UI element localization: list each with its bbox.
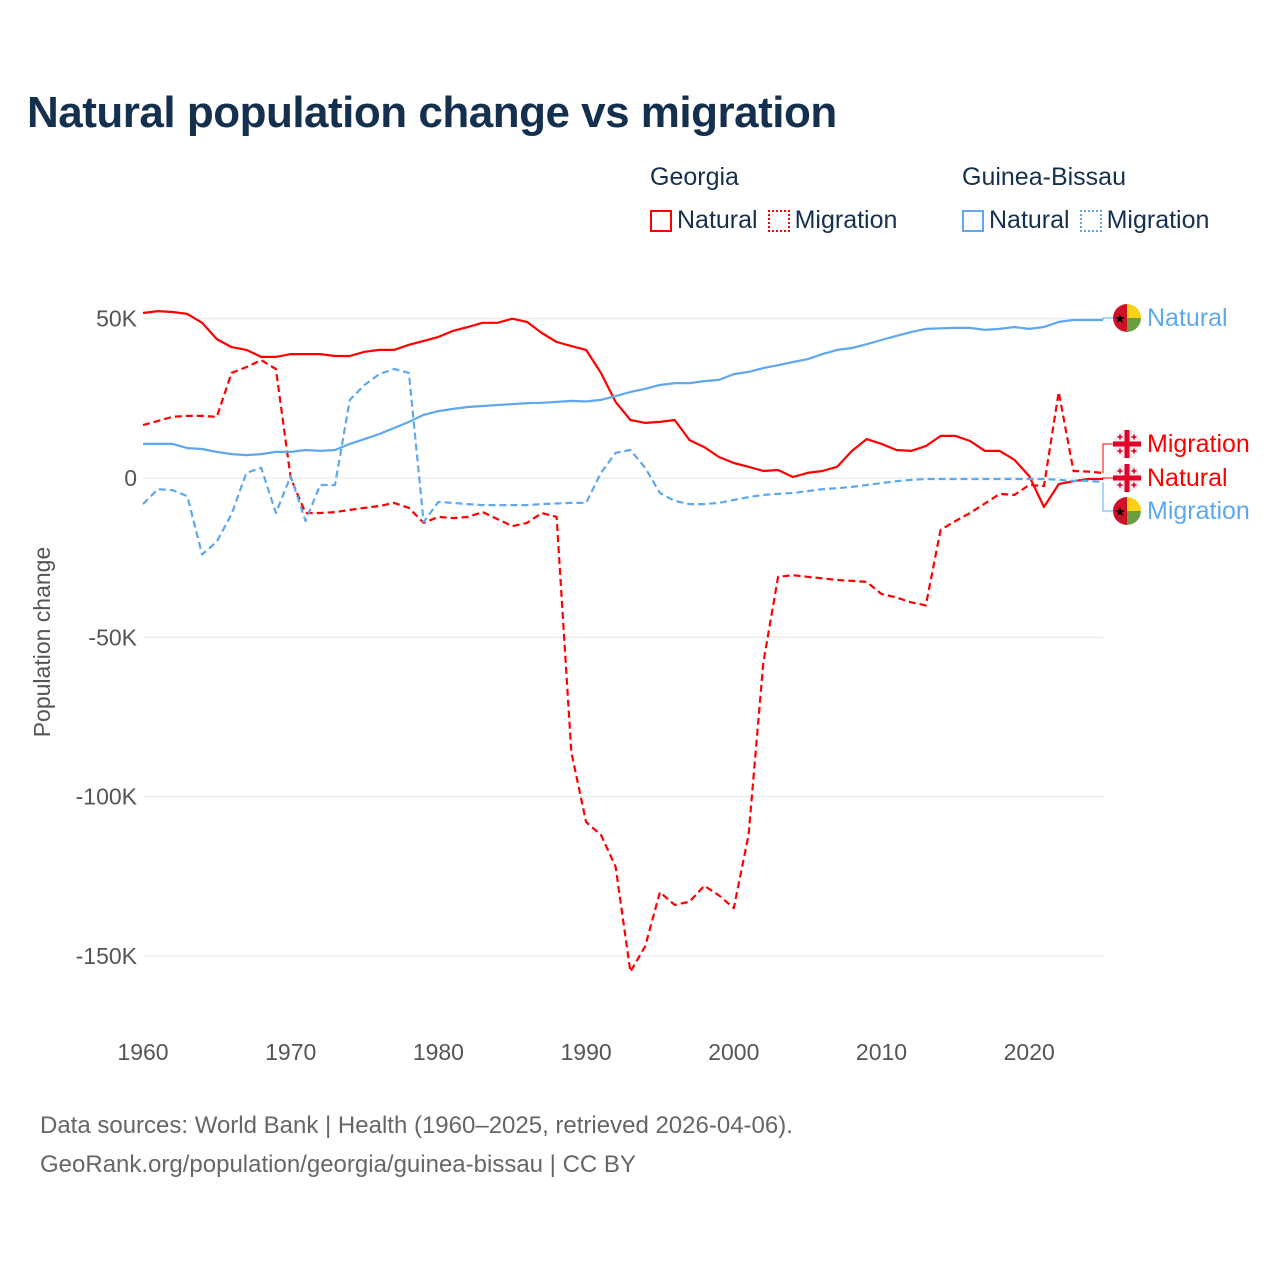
legend-label: Natural: [989, 206, 1070, 234]
dotted-swatch-icon: [767, 209, 790, 232]
flag-cross-v: [1124, 464, 1130, 492]
series-lines: [142, 310, 1104, 973]
end-label-text: Natural: [1147, 464, 1228, 492]
legend-label: Migration: [1106, 206, 1210, 234]
flag-small-cross: [1133, 448, 1135, 454]
legend-group-guinea-bissau: Guinea-Bissau Natural Migration: [962, 163, 1209, 235]
georgia-flag-icon: [1113, 464, 1141, 492]
dotted-swatch-icon: [1079, 209, 1102, 232]
legend-item-guinea-bissau-migration[interactable]: Migration: [1079, 206, 1210, 235]
flag-small-cross: [1119, 434, 1121, 440]
legend-label: Migration: [794, 206, 898, 234]
end-label-text: Migration: [1147, 430, 1250, 458]
flag-small-cross: [1133, 482, 1135, 488]
legend-label: Natural: [677, 206, 758, 234]
flag-small-cross: [1119, 448, 1121, 454]
x-tick-label: 1990: [561, 1039, 612, 1065]
end-label: Natural: [1102, 464, 1228, 492]
legend-item-guinea-bissau-natural[interactable]: Natural: [962, 206, 1070, 235]
y-tick-label: -50K: [88, 624, 137, 650]
flag-red: [1113, 304, 1127, 332]
series-line-guinea-bissau-natural: [143, 318, 1103, 457]
end-label: Migration: [1102, 430, 1250, 473]
label-connector: [1102, 482, 1113, 512]
solid-swatch-icon: [650, 209, 672, 232]
series-line-guinea-bissau-migration: [142, 367, 1104, 556]
end-label: ★ Natural: [1102, 304, 1228, 332]
end-label: ★ Migration: [1102, 482, 1250, 525]
legend-group-georgia: Georgia Natural Migration: [650, 163, 897, 235]
legend-item-georgia-migration[interactable]: Migration: [767, 206, 898, 235]
flag-yellow: [1127, 497, 1141, 511]
series-line-georgia-natural: [142, 310, 1103, 509]
star-icon: ★: [1114, 311, 1126, 326]
guinea-bissau-flag-icon: ★: [1113, 304, 1141, 332]
flag-small-cross: [1119, 468, 1121, 474]
series-line-georgia-migration: [142, 359, 1104, 973]
flag-yellow: [1127, 304, 1141, 318]
x-axis-ticks: 1960 1970 1980 1990 2000 2010 2020: [117, 1039, 1054, 1065]
legend-item-georgia-natural[interactable]: Natural: [650, 206, 758, 235]
attribution-link[interactable]: GeoRank.org/population/georgia/guinea-bi…: [40, 1151, 636, 1178]
gridlines: [143, 318, 1103, 957]
end-labels: ★ Natural Migration Natural ★ Migration: [1102, 304, 1250, 525]
x-tick-label: 2020: [1004, 1039, 1055, 1065]
end-label-text: Migration: [1147, 497, 1250, 525]
flag-small-cross: [1133, 434, 1135, 440]
solid-swatch-icon: [962, 209, 984, 232]
georgia-flag-icon: [1113, 430, 1141, 458]
flag-cross-v: [1124, 430, 1130, 458]
flag-green: [1127, 318, 1141, 332]
label-connector: [1102, 477, 1113, 479]
x-tick-label: 2010: [856, 1039, 907, 1065]
footer: Data sources: World Bank | Health (1960–…: [40, 1106, 793, 1184]
x-tick-label: 1980: [413, 1039, 464, 1065]
star-icon: ★: [1114, 504, 1126, 519]
end-label-text: Natural: [1147, 304, 1228, 332]
y-tick-label: 0: [124, 465, 137, 491]
flag-green: [1127, 511, 1141, 525]
flag-small-cross: [1119, 482, 1121, 488]
data-source-text: Data sources: World Bank | Health (1960–…: [40, 1112, 793, 1139]
label-connector: [1102, 317, 1113, 320]
flag-red: [1113, 497, 1127, 525]
x-tick-label: 2000: [708, 1039, 759, 1065]
y-tick-label: -100K: [76, 784, 138, 810]
y-axis-label: Population change: [29, 547, 55, 738]
x-tick-label: 1970: [265, 1039, 316, 1065]
guinea-bissau-flag-icon: ★: [1113, 497, 1141, 525]
legend-group-title: Georgia: [650, 163, 739, 191]
flag-small-cross: [1133, 468, 1135, 474]
legend-group-title: Guinea-Bissau: [962, 163, 1126, 191]
y-tick-label: 50K: [96, 306, 138, 332]
y-tick-label: -150K: [76, 943, 138, 969]
y-axis-ticks: 50K 0 -50K -100K -150K: [76, 306, 138, 969]
label-connector: [1102, 443, 1113, 473]
chart-title: Natural population change vs migration: [27, 88, 837, 137]
x-tick-label: 1960: [117, 1039, 168, 1065]
